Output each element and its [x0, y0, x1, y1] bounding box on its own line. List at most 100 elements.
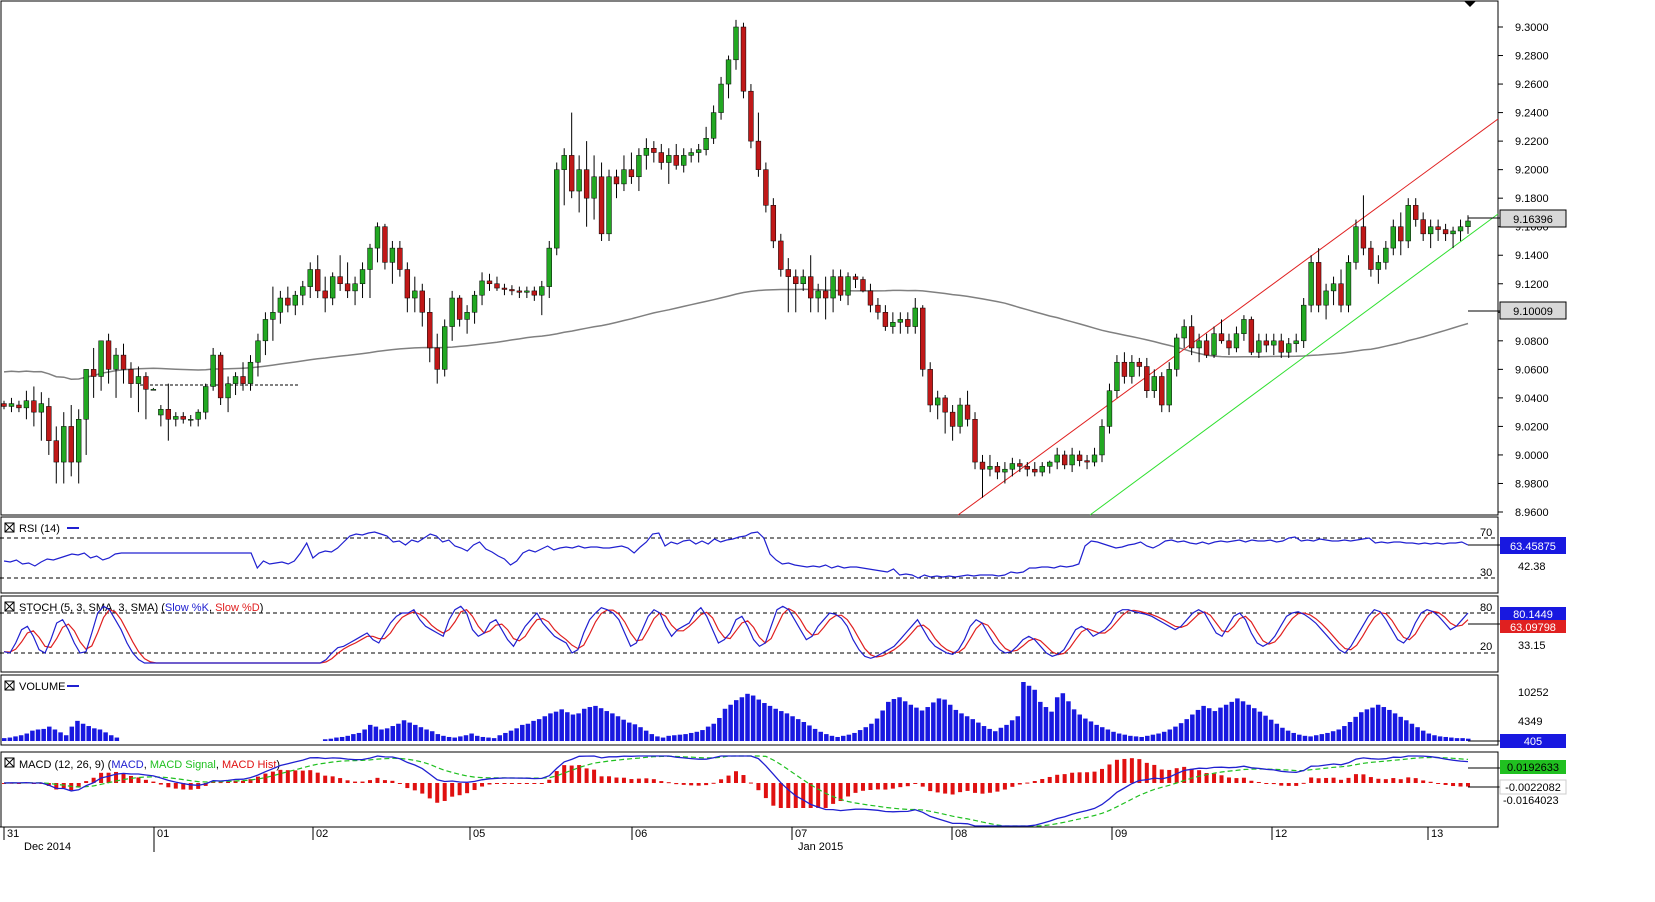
volume-bar: [1015, 716, 1021, 741]
candle-down: [1248, 319, 1255, 353]
volume-close-icon[interactable]: [4, 680, 15, 691]
price-panel-frame: [0, 0, 1499, 516]
volume-bar: [2, 738, 7, 741]
volume-bar: [925, 707, 930, 741]
macd-hist-bar: [181, 783, 186, 790]
macd-hist-bar: [128, 775, 133, 783]
volume-bar: [373, 726, 379, 741]
volume-bar: [1178, 723, 1184, 741]
macd-hist-bar: [748, 782, 753, 784]
candle-down: [1360, 226, 1367, 249]
macd-close-icon[interactable]: [4, 757, 15, 768]
volume-bar: [458, 736, 463, 741]
volume-bar: [1009, 720, 1015, 741]
candle-down: [1203, 340, 1210, 356]
macd-hist-bar: [1040, 779, 1045, 783]
candle-down: [531, 290, 538, 296]
candle-down: [1121, 361, 1128, 377]
macd-hist-bar: [980, 783, 985, 794]
macd-hist-bar: [368, 780, 372, 783]
volume-bar: [953, 709, 959, 741]
candle-up: [546, 247, 552, 287]
candle-down: [427, 312, 433, 349]
volume-bar: [1145, 735, 1150, 741]
macd-hist-bar: [659, 781, 664, 783]
candle-up: [636, 155, 642, 178]
price-tick-label: 9.2200: [1515, 136, 1549, 148]
macd-value-box: [1500, 760, 1566, 774]
volume-bar: [503, 732, 508, 741]
candle-down: [46, 406, 52, 441]
volume-bar: [880, 710, 885, 741]
stoch-panel: STOCH (5, 3, SMA, 3, SMA) (Slow %K, Slow…: [0, 595, 1566, 673]
macd-hist-bar: [84, 781, 89, 783]
macd-hist-bar: [1324, 777, 1329, 783]
macd-hist-bar: [719, 779, 724, 783]
macd-hist-bar: [502, 783, 507, 784]
volume-bar: [463, 735, 469, 741]
macd-hist-bar: [1279, 783, 1284, 786]
candle-down: [1435, 226, 1441, 230]
volume-bar: [1116, 733, 1122, 741]
stoch-close-icon[interactable]: [4, 601, 15, 612]
time-day-label: 07: [795, 828, 807, 840]
volume-bar: [362, 729, 367, 741]
volume-bar: [767, 705, 773, 741]
chart-menu-icon[interactable]: [1464, 1, 1476, 7]
candle-up: [359, 269, 366, 285]
channel-upper-line: [957, 118, 1499, 516]
rsi-level-70: 70: [1480, 527, 1492, 539]
candle-up: [1114, 361, 1120, 391]
candle-down: [128, 369, 134, 384]
candle-down: [1144, 366, 1150, 391]
candle-up: [202, 386, 209, 413]
macd-hist-bar: [913, 783, 918, 784]
macd-hist-bar: [808, 783, 813, 808]
volume-bar: [987, 728, 992, 741]
macd-hist-bar: [860, 783, 865, 791]
volume-bar: [1128, 735, 1133, 741]
volume-bar: [1071, 709, 1077, 741]
candle-down: [920, 307, 926, 370]
volume-bars: [2, 682, 1471, 741]
macd-hist-bar: [338, 778, 343, 783]
volume-bar: [542, 716, 548, 741]
volume-bar: [666, 735, 671, 741]
volume-bar: [1263, 715, 1268, 741]
volume-bar: [1319, 734, 1325, 741]
time-day-label: 09: [1115, 828, 1127, 840]
volume-bar: [959, 713, 964, 741]
volume-bar: [114, 737, 120, 741]
macd-hist-bar: [1301, 782, 1306, 784]
volume-bar: [1336, 729, 1341, 741]
ma-price-box: [1499, 301, 1567, 320]
macd-hist-bar: [831, 783, 836, 804]
volume-close-cross: [4, 680, 15, 691]
candle-down: [16, 404, 22, 409]
volume-bar: [565, 712, 570, 741]
volume-bar: [976, 722, 981, 741]
volume-bar: [52, 729, 58, 741]
stoch-mid-label: 33.15: [1518, 640, 1546, 652]
volume-bar: [1223, 704, 1229, 741]
macd-hist-bar: [995, 783, 1000, 792]
macd-hist-bar: [771, 783, 776, 806]
candle-up: [1353, 226, 1359, 263]
macd-hist-bar: [1100, 768, 1104, 783]
volume-bar: [92, 728, 97, 741]
volume-panel-frame: [0, 674, 1499, 746]
macd-hist-bar: [1256, 781, 1261, 783]
volume-bar: [728, 704, 733, 741]
candle-up: [1390, 226, 1396, 249]
macd-hist-bar: [1107, 764, 1112, 783]
candle-up: [442, 326, 448, 370]
price-tick-label: 9.0200: [1515, 421, 1549, 433]
volume-bar: [413, 724, 418, 741]
volume-bar: [1353, 716, 1358, 741]
volume-bar: [981, 726, 987, 741]
macd-hist-bar: [390, 780, 395, 783]
volume-bar: [643, 730, 649, 741]
rsi-close-icon[interactable]: [4, 522, 15, 533]
volume-bar: [1083, 718, 1088, 741]
volume-bar: [469, 733, 474, 741]
